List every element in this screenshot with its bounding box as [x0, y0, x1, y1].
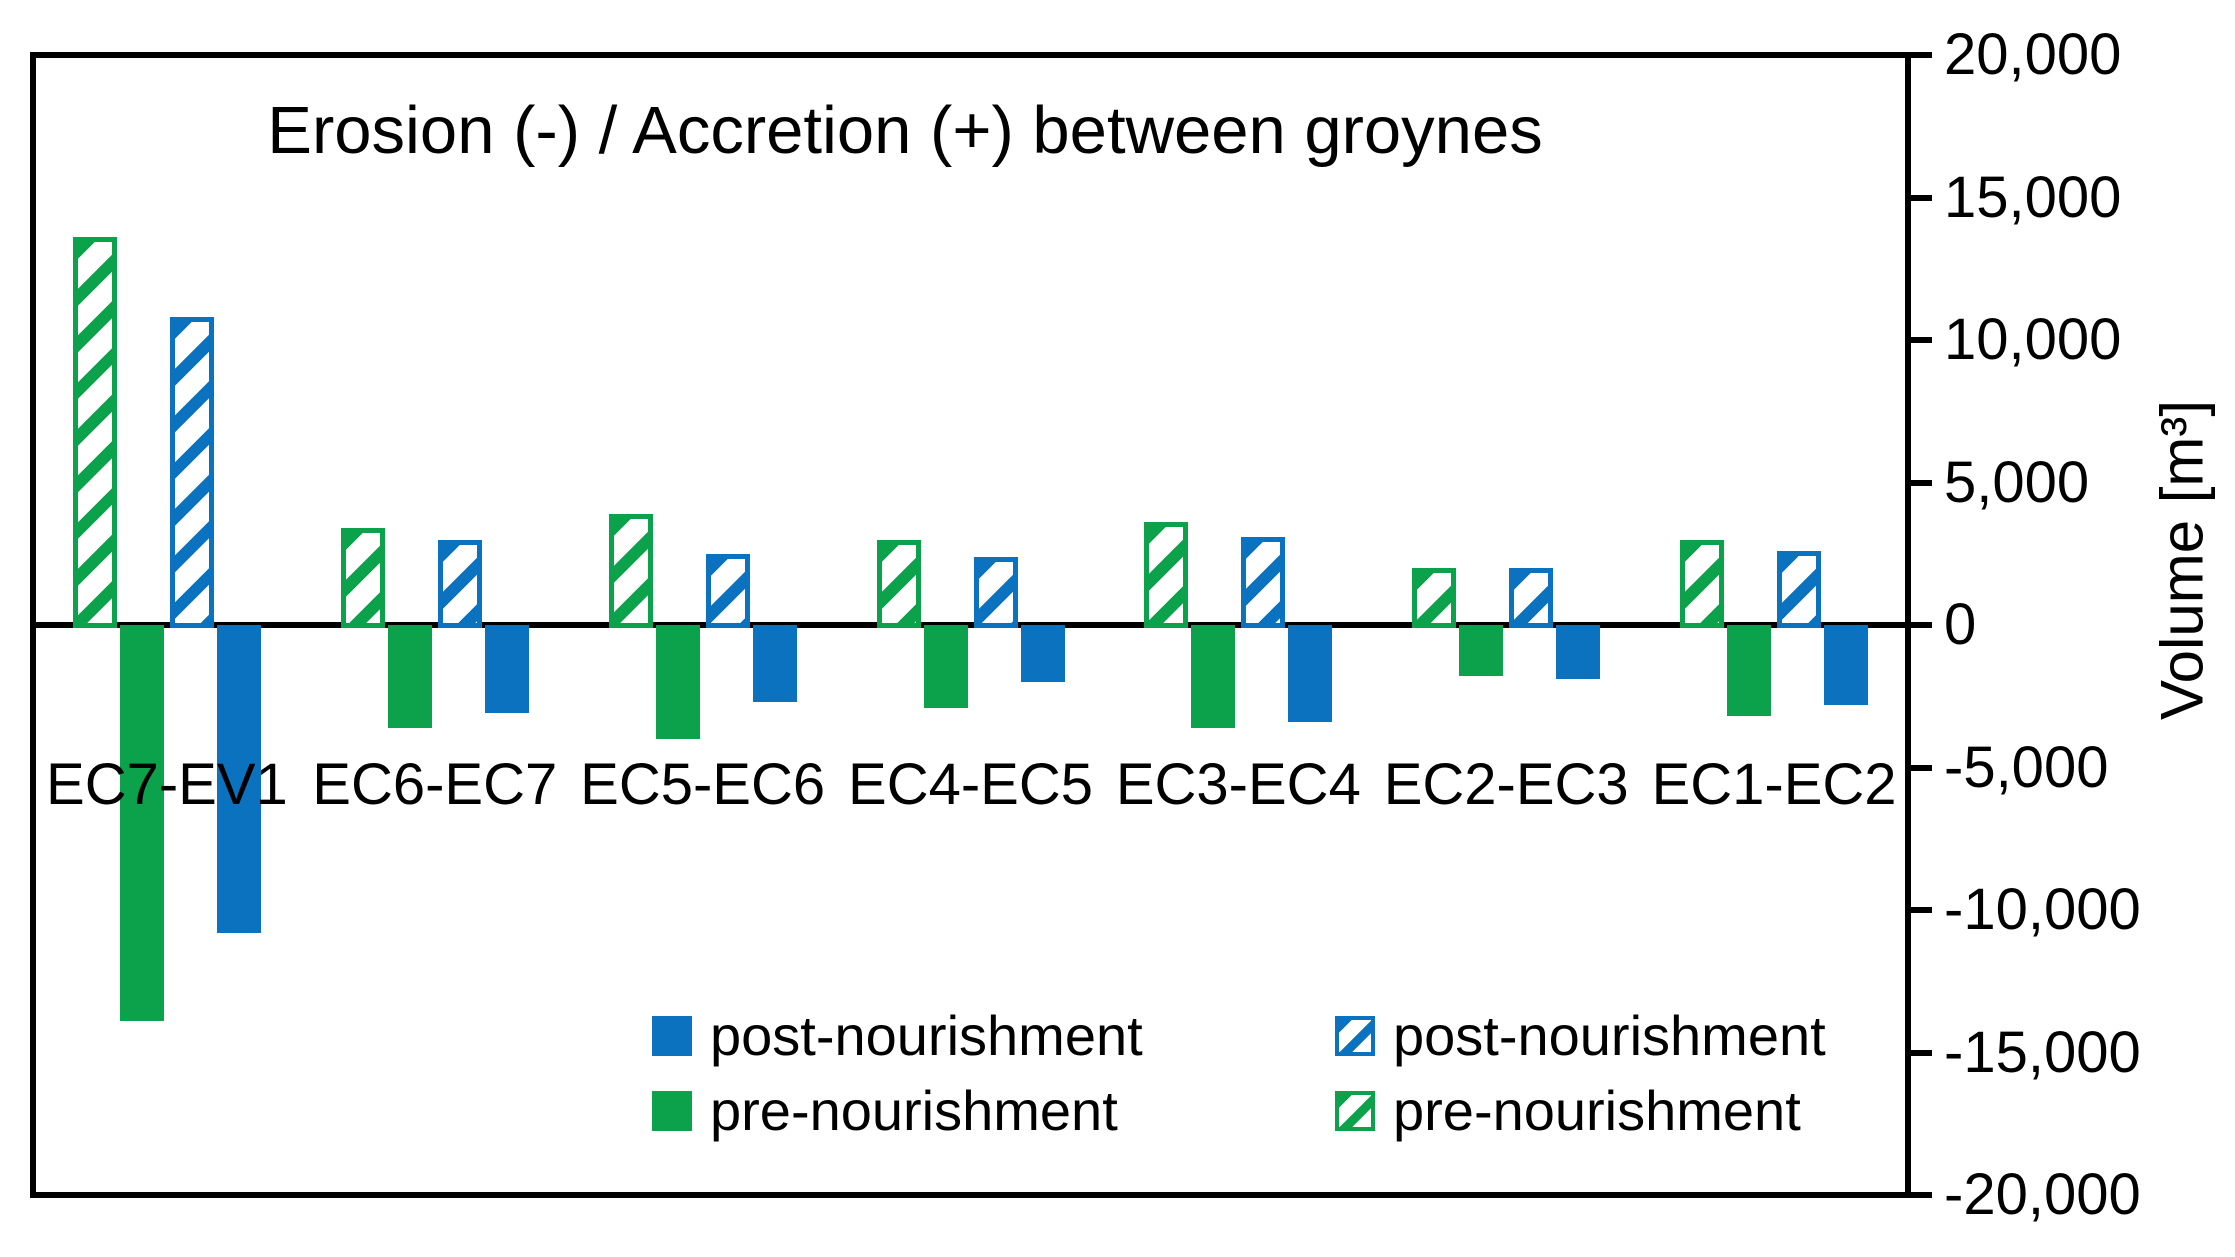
- bar-pre-nourishment-hatched: [72, 237, 117, 628]
- legend-label: pre-nourishment: [710, 1079, 1118, 1142]
- bar-post-nourishment-hatched: [1241, 536, 1286, 628]
- bar-post-nourishment-solid: [1288, 625, 1333, 722]
- bar-pre-nourishment-solid: [1459, 625, 1504, 677]
- y-tick-mark: [1908, 1049, 1932, 1056]
- legend-swatch-pre-nourishment-hatched: [1335, 1091, 1375, 1131]
- bar-post-nourishment-solid: [1824, 625, 1869, 705]
- bar-pre-nourishment-solid: [387, 625, 432, 728]
- bar-post-nourishment-solid: [216, 625, 261, 933]
- x-axis-category-label: EC2-EC3: [1383, 752, 1629, 817]
- y-tick-mark: [1908, 1192, 1932, 1198]
- legend-label: pre-nourishment: [1393, 1079, 1801, 1142]
- y-tick-label: -20,000: [1944, 1162, 2141, 1227]
- y-tick-label: -15,000: [1944, 1019, 2141, 1085]
- x-axis-category-label: EC7-EV1: [46, 752, 288, 817]
- legend-swatch-post-nourishment-hatched: [1335, 1016, 1375, 1056]
- y-tick-mark: [1908, 52, 1932, 58]
- bar-pre-nourishment-solid: [119, 625, 164, 1022]
- y-tick-mark: [1908, 907, 1932, 913]
- y-tick-label: 20,000: [1944, 22, 2122, 87]
- bar-post-nourishment-hatched: [169, 317, 214, 628]
- x-axis-category-label: EC4-EC5: [848, 752, 1093, 817]
- y-tick-mark: [1908, 337, 1932, 343]
- y-tick-label: 15,000: [1944, 164, 2122, 230]
- y-tick-mark: [1908, 479, 1932, 486]
- bar-pre-nourishment-hatched: [1412, 568, 1457, 628]
- bar-pre-nourishment-hatched: [876, 539, 921, 628]
- legend-label: post-nourishment: [710, 1004, 1143, 1067]
- bar-post-nourishment-solid: [1020, 625, 1065, 682]
- y-tick-mark: [1908, 764, 1932, 771]
- legend-label: post-nourishment: [1393, 1004, 1826, 1067]
- zero-baseline: [30, 622, 1911, 628]
- bar-post-nourishment-hatched: [437, 539, 482, 628]
- y-tick-label: -10,000: [1944, 877, 2141, 942]
- bar-pre-nourishment-hatched: [340, 528, 385, 628]
- y-tick-label: 0: [1944, 592, 1977, 657]
- x-axis-category-label: EC5-EC6: [580, 752, 826, 817]
- bar-post-nourishment-hatched: [1777, 550, 1822, 628]
- bar-post-nourishment-hatched: [1509, 568, 1554, 628]
- bar-pre-nourishment-hatched: [608, 513, 653, 628]
- bar-pre-nourishment-hatched: [1144, 522, 1189, 628]
- y-tick-label: 10,000: [1944, 307, 2122, 372]
- bar-post-nourishment-solid: [1556, 625, 1601, 680]
- x-axis-category-label: EC1-EC2: [1651, 752, 1897, 817]
- bar-post-nourishment-hatched: [973, 556, 1018, 628]
- chart-title: Erosion (-) / Accretion (+) between groy…: [267, 93, 1543, 168]
- bar-post-nourishment-solid: [484, 625, 529, 714]
- y-tick-mark: [1908, 622, 1932, 628]
- y-tick-label: -5,000: [1944, 734, 2109, 800]
- x-axis-category-label: EC6-EC7: [312, 752, 558, 817]
- legend-swatch-pre-nourishment-solid: [652, 1091, 692, 1131]
- bar-post-nourishment-hatched: [705, 553, 750, 628]
- x-axis-category-label: EC3-EC4: [1115, 752, 1361, 817]
- legend-swatch-post-nourishment-solid: [652, 1016, 692, 1056]
- y-axis-title: Volume [m³]: [2148, 399, 2216, 721]
- bar-post-nourishment-solid: [752, 625, 797, 702]
- y-tick-mark: [1908, 194, 1932, 201]
- bar-pre-nourishment-solid: [923, 625, 968, 708]
- y-tick-label: 5,000: [1944, 449, 2090, 515]
- bar-pre-nourishment-solid: [1727, 625, 1772, 717]
- bar-pre-nourishment-hatched: [1680, 539, 1725, 628]
- bar-pre-nourishment-solid: [1191, 625, 1236, 728]
- bar-pre-nourishment-solid: [655, 625, 700, 739]
